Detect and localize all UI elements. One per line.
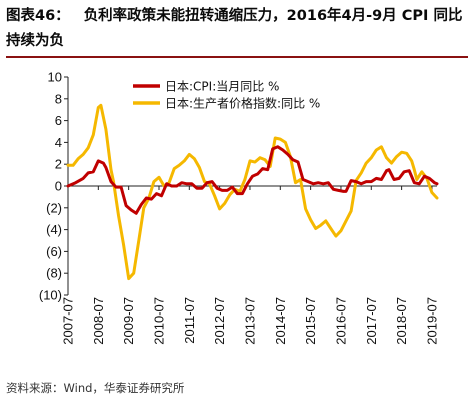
x-tick-label: 2011-07 — [182, 297, 197, 344]
y-tick-label: 10 — [48, 70, 62, 85]
x-tick-label: 2019-07 — [424, 297, 439, 345]
x-axis: 2007-07 2008-07 2009-07 2010-07 2011-07 2012-… — [61, 185, 439, 345]
y-tick-label: (4) — [46, 222, 62, 237]
chart-title: 图表46： 负利率政策未能扭转通缩压力，2016年4月-9月 CPI 同比持续为负 — [6, 4, 468, 54]
y-tick-label: (10) — [39, 288, 62, 303]
x-tick-label: 2013-07 — [242, 297, 257, 345]
x-tick-label: 2008-07 — [91, 297, 106, 345]
series-line-1 — [66, 145, 439, 215]
y-tick-label: 4 — [55, 135, 62, 150]
legend-label: 日本:生产者价格指数:同比 % — [165, 96, 320, 111]
x-tick-label: 2012-07 — [212, 297, 227, 345]
y-tick-label: 0 — [55, 179, 62, 194]
y-tick-label: (8) — [46, 266, 62, 281]
figure-label: 图表46： — [6, 8, 70, 24]
x-tick-label: 2014-07 — [273, 297, 288, 345]
series-line-2 — [66, 103, 439, 281]
title-divider — [6, 56, 468, 58]
y-tick-label: (2) — [46, 200, 62, 215]
y-tick-label: 6 — [55, 113, 62, 128]
x-tick-label: 2010-07 — [151, 297, 166, 345]
source-note: 资料来源：Wind，华泰证券研究所 — [6, 381, 185, 395]
figure-title: 负利率政策未能扭转通缩压力，2016年4月-9月 CPI 同比持续为负 — [6, 8, 463, 49]
legend-label: 日本:CPI:当月同比 % — [165, 80, 279, 94]
x-tick-label: 2016-07 — [333, 297, 348, 345]
x-tick-label: 2015-07 — [303, 297, 318, 345]
y-tick-label: 8 — [55, 91, 62, 106]
series-layer — [66, 103, 439, 281]
x-tick-label: 2017-07 — [364, 297, 379, 345]
x-tick-label: 2018-07 — [394, 297, 409, 345]
y-tick-label: (6) — [46, 244, 62, 259]
x-tick-label: 2007-07 — [61, 297, 76, 345]
y-axis: 10 8 6 4 2 0 (2) (4) (6) (8) (10) — [39, 70, 69, 303]
legend: 日本:CPI:当月同比 % 日本:生产者价格指数:同比 % — [133, 80, 320, 111]
y-tick-label: 2 — [55, 157, 62, 172]
x-tick-label: 2009-07 — [121, 297, 136, 345]
